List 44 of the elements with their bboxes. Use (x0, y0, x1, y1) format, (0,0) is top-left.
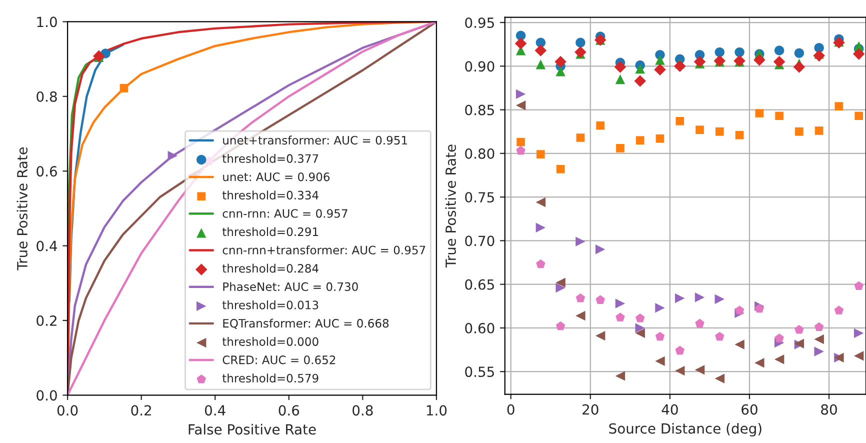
y-tick-label: 0.85 (465, 104, 494, 116)
y-axis-title: True Positive Rate (16, 147, 28, 270)
x-tick-label: 0.6 (278, 405, 300, 416)
y-tick-label: 0.2 (36, 315, 56, 326)
x-tick-label: 60 (742, 404, 758, 415)
legend-label: threshold=0.334 (222, 190, 318, 200)
legend-label: threshold=0.013 (222, 300, 318, 310)
legend-label: cnn-rnn: AUC = 0.957 (222, 209, 348, 218)
y-tick-label: 0.4 (36, 240, 58, 252)
y-tick-label: 0.0 (36, 390, 57, 401)
y-tick-label: 0.60 (465, 322, 494, 334)
y-tick-label: 1.0 (37, 16, 57, 28)
x-tick-label: 0.8 (352, 405, 373, 416)
x-axis-title: False Positive Rate (188, 424, 316, 435)
legend-label: threshold=0.291 (222, 227, 318, 236)
y-tick-label: 0.55 (465, 366, 494, 378)
y-tick-label: 0.6 (36, 166, 57, 177)
legend-label: unet: AUC = 0.906 (223, 172, 330, 182)
legend-label: unet+transformer: AUC = 0.951 (223, 136, 407, 145)
x-tick-label: 80 (821, 404, 837, 415)
x-tick-label: 0.2 (131, 405, 151, 416)
legend-label: PhaseNet: AUC = 0.730 (223, 282, 358, 292)
legend-label: cnn-rnn+transformer: AUC = 0.957 (222, 245, 426, 254)
y-tick-label: 0.95 (465, 17, 494, 28)
legend-label: threshold=0.284 (222, 264, 318, 273)
x-tick-label: 0.4 (204, 405, 226, 416)
x-axis-title: Source Distance (deg) (609, 422, 762, 436)
y-tick-label: 0.70 (465, 236, 494, 246)
y-tick-label: 0.80 (465, 148, 494, 159)
x-tick-label: 40 (662, 404, 678, 415)
x-tick-label: 20 (582, 404, 598, 415)
x-tick-label: 1.0 (426, 405, 447, 416)
x-tick-label: 0 (507, 404, 514, 415)
x-tick-label: 0.0 (57, 405, 78, 416)
legend-label: threshold=0.579 (222, 374, 318, 383)
legend-label: threshold=0.000 (222, 337, 318, 346)
y-tick-label: 0.8 (36, 91, 57, 102)
legend-label: CRED: AUC = 0.652 (222, 356, 336, 364)
y-axis-title: True Positive Rate (445, 144, 456, 268)
y-tick-label: 0.90 (465, 61, 494, 72)
y-tick-label: 0.65 (465, 279, 494, 290)
y-tick-label: 0.75 (465, 192, 494, 203)
legend-label: EQTransformer: AUC = 0.668 (223, 318, 389, 329)
legend-label: threshold=0.377 (222, 154, 318, 163)
